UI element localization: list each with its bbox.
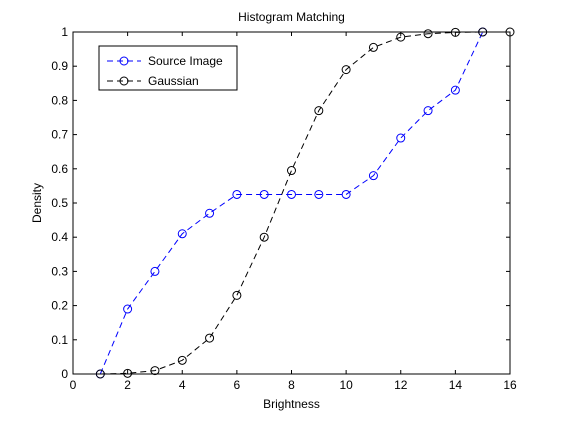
data-point bbox=[232, 290, 242, 300]
x-tick-label: 14 bbox=[449, 378, 463, 392]
legend-marker bbox=[119, 56, 129, 66]
y-tick-label: 0.7 bbox=[51, 128, 68, 142]
legend-box bbox=[98, 45, 238, 91]
data-point bbox=[396, 32, 406, 42]
x-tick-label: 12 bbox=[394, 378, 408, 392]
data-point bbox=[150, 266, 160, 276]
y-tick-label: 0.2 bbox=[51, 299, 68, 313]
data-point bbox=[232, 189, 242, 199]
data-point bbox=[423, 29, 433, 39]
chart-title: Histogram Matching bbox=[238, 10, 345, 24]
data-point bbox=[150, 366, 160, 376]
data-point bbox=[450, 85, 460, 95]
series-layer bbox=[95, 27, 515, 379]
series-2 bbox=[95, 27, 515, 379]
x-tick-label: 10 bbox=[339, 378, 353, 392]
data-point bbox=[205, 333, 215, 343]
legend-marker bbox=[119, 76, 129, 86]
x-tick-label: 6 bbox=[234, 378, 241, 392]
data-point bbox=[287, 166, 296, 176]
legend: Source Image Gaussian bbox=[98, 45, 238, 91]
data-point bbox=[95, 369, 105, 379]
data-point bbox=[341, 189, 351, 199]
data-point bbox=[423, 106, 433, 116]
y-axis-label: Density bbox=[30, 183, 44, 223]
series-line bbox=[99, 31, 484, 375]
data-point bbox=[368, 171, 378, 181]
data-point bbox=[478, 27, 488, 37]
data-point bbox=[177, 355, 187, 365]
data-point bbox=[341, 65, 351, 75]
data-point bbox=[314, 189, 324, 199]
data-point bbox=[396, 133, 406, 143]
x-tick-label: 0 bbox=[70, 378, 77, 392]
x-tick-label: 16 bbox=[503, 378, 517, 392]
data-point bbox=[368, 42, 378, 52]
x-axis-label: Brightness bbox=[263, 397, 320, 411]
y-tick-label: 0.6 bbox=[51, 162, 68, 176]
data-point bbox=[287, 189, 296, 199]
y-tick-label: 0.1 bbox=[51, 333, 68, 347]
data-point bbox=[123, 368, 133, 378]
data-point bbox=[259, 189, 269, 199]
y-tick-label: 1 bbox=[61, 25, 68, 39]
y-tick-label: 0.9 bbox=[51, 59, 68, 73]
data-point bbox=[314, 106, 324, 116]
y-tick-label: 0.5 bbox=[51, 196, 68, 210]
data-point bbox=[505, 27, 515, 37]
x-tick-label: 2 bbox=[124, 378, 131, 392]
data-point bbox=[259, 232, 269, 242]
y-tick-label: 0.8 bbox=[51, 93, 68, 107]
y-tick-label: 0 bbox=[61, 367, 68, 381]
data-point bbox=[177, 229, 187, 239]
x-tick-label: 8 bbox=[288, 378, 295, 392]
y-tick-label: 0.3 bbox=[51, 264, 68, 278]
data-point bbox=[205, 208, 215, 218]
legend-label: Gaussian bbox=[148, 74, 199, 88]
x-tick-label: 4 bbox=[179, 378, 186, 392]
y-tick-label: 0.4 bbox=[51, 230, 68, 244]
data-point bbox=[123, 304, 133, 314]
data-point bbox=[450, 27, 460, 37]
axis-ticks: 0 2 4 6 8 10 12 14 16 0 0.1 0.2 0.3 0.4 0.5 0.6 0.7 0.8 0.… bbox=[51, 25, 517, 392]
legend-label: Source Image bbox=[148, 54, 223, 68]
